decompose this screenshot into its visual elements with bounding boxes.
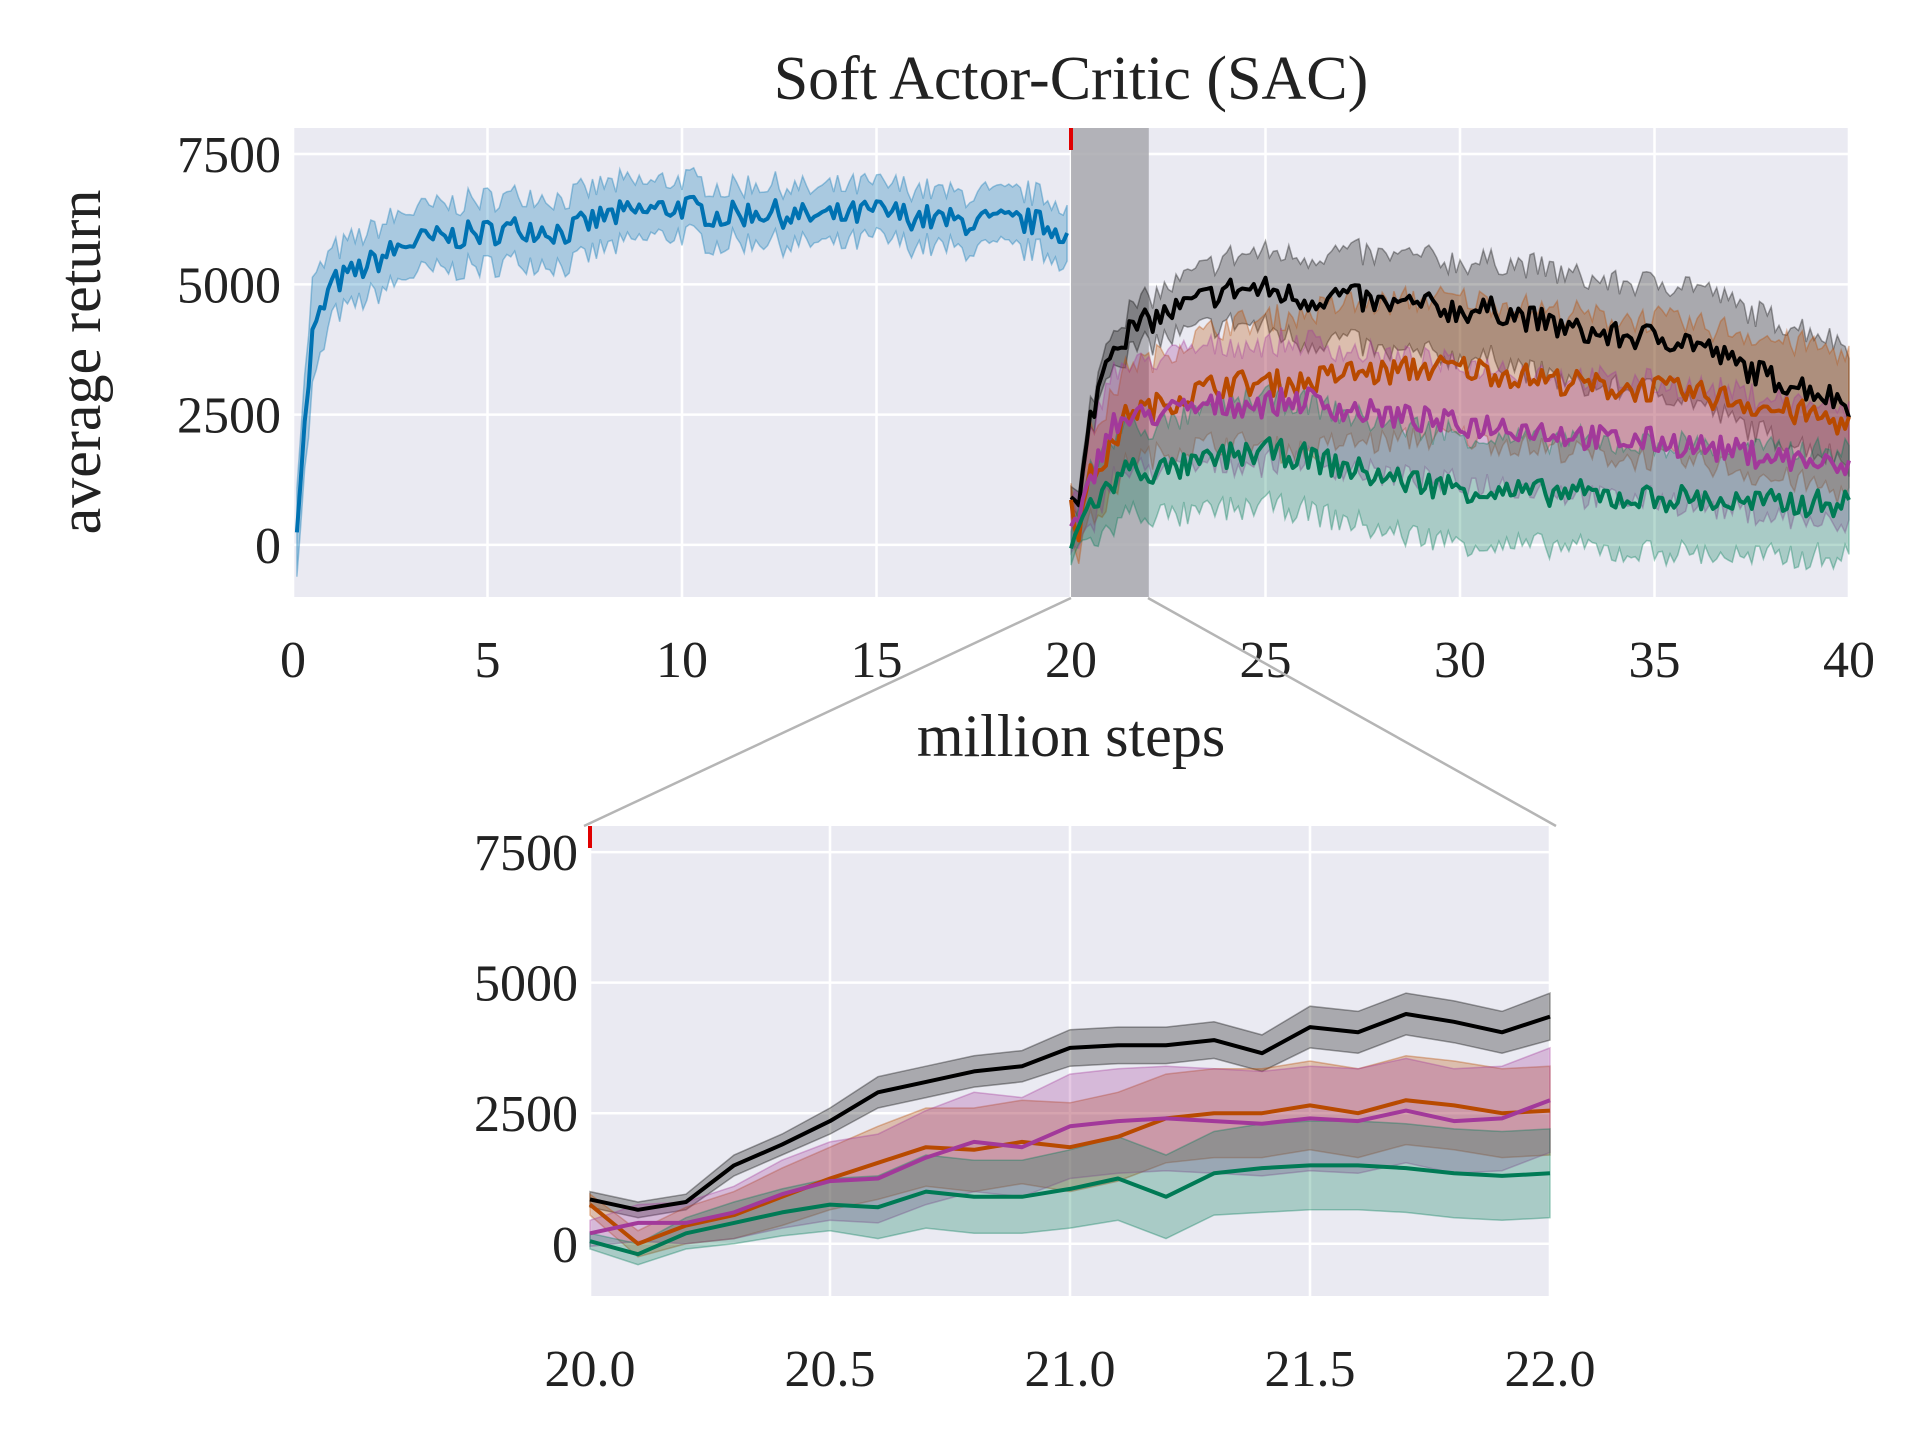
main-x-tick-label: 25 (1240, 632, 1292, 689)
main-band-series-1 (1070, 237, 1850, 522)
main-x-tick-label: 30 (1434, 632, 1486, 689)
main-line-series-4 (1069, 436, 1851, 549)
chart-title: Soft Actor-Critic (SAC) (774, 45, 1369, 113)
main-band-series-4 (1070, 383, 1850, 572)
main-line-series-0 (294, 194, 1069, 533)
inset-y-tick-label: 2500 (474, 1086, 578, 1143)
main-line-series-2 (1069, 354, 1851, 543)
main-x-tick-label: 35 (1629, 632, 1681, 689)
inset-y-tick-label: 5000 (474, 956, 578, 1013)
inset-x-tick-label: 22.0 (1505, 1341, 1596, 1398)
highlight-span (1071, 128, 1149, 597)
main-x-tick-label: 40 (1823, 632, 1875, 689)
inset-x-tick-label: 20.0 (545, 1341, 636, 1398)
inset-y-tick-label: 0 (552, 1217, 578, 1274)
main-x-tick-label: 10 (656, 632, 708, 689)
inset-x-tick-label: 21.5 (1265, 1341, 1356, 1398)
main-series-lines (294, 194, 1851, 549)
zoom-connector-right (1147, 596, 1557, 828)
main-confidence-bands (296, 166, 1850, 577)
main-x-tick-label: 20 (1045, 632, 1097, 689)
main-band-series-0 (296, 166, 1068, 577)
inset-series-lines (588, 1012, 1551, 1257)
main-x-tick-label: 5 (475, 632, 501, 689)
inset-gridlines (588, 826, 1552, 1296)
main-switch-marker (1069, 128, 1073, 150)
main-band-series-2 (1070, 284, 1850, 565)
main-y-tick-labels: 0 2500 5000 7500 (177, 127, 281, 575)
inset-x-tick-label: 21.0 (1025, 1341, 1116, 1398)
main-y-tick-label: 2500 (177, 388, 281, 445)
main-x-tick-label: 0 (280, 632, 306, 689)
inset-y-tick-label: 7500 (474, 825, 578, 882)
x-axis-label: million steps (917, 703, 1225, 769)
main-y-tick-label: 0 (255, 518, 281, 575)
inset-band-series-3 (589, 1120, 1551, 1266)
inset-chart: 20.0 20.5 21.0 21.5 22.0 0 2500 5000 7500 (474, 825, 1596, 1398)
y-axis-label: average return (47, 190, 113, 535)
main-x-tick-label: 15 (851, 632, 903, 689)
main-y-tick-label: 7500 (177, 127, 281, 184)
main-line-series-3 (1069, 386, 1851, 528)
inset-x-tick-labels: 20.0 20.5 21.0 21.5 22.0 (545, 1341, 1596, 1398)
main-chart: 0 5 10 15 20 25 30 35 40 0 2500 5000 7500 Soft Acto… (47, 45, 1875, 769)
inset-x-tick-label: 20.5 (785, 1341, 876, 1398)
main-y-tick-label: 5000 (177, 257, 281, 314)
main-band-series-3 (1070, 327, 1850, 556)
zoom-connector-left (583, 596, 1072, 828)
main-x-tick-labels: 0 5 10 15 20 25 30 35 40 (280, 632, 1875, 689)
inset-y-tick-labels: 0 2500 5000 7500 (474, 825, 578, 1274)
main-line-series-1 (1069, 275, 1851, 508)
inset-switch-marker (588, 826, 592, 848)
inset-band-series-0 (589, 992, 1551, 1219)
